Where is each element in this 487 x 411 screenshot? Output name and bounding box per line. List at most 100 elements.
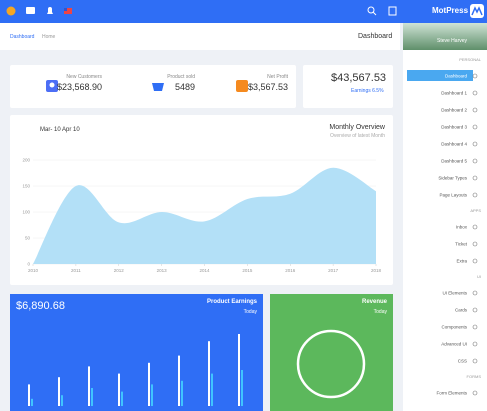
menu-icon [472,290,478,296]
menu-item[interactable]: Dashboard 4 [441,142,467,147]
top-bar: MotPress [0,0,487,23]
bar [58,377,60,406]
x-tick-label: 2018 [371,268,382,273]
user-banner: Steve Harvey [403,23,487,50]
earnings-value: $43,567.53 [331,72,387,84]
section-title: UI [477,274,481,279]
section-title: APPS [470,208,481,213]
menu-item[interactable]: Cards [455,308,468,313]
menu-icon [472,141,478,147]
bar [208,341,210,406]
y-tick-label: 0 [27,262,30,267]
menu-item[interactable]: Dashboard 3 [441,125,467,130]
breadcrumb-bar: Dashboard Home Dashboard [0,23,400,50]
area [33,167,376,264]
menu-item[interactable]: Inbox [456,225,468,230]
menu-item[interactable]: CSS [458,359,467,364]
menu-item[interactable]: Dashboard 2 [441,108,467,113]
stat-label: Product sold [167,74,195,80]
top-icons [6,4,484,18]
menu-item[interactable]: Dashboard 5 [441,159,467,164]
stat-value: $23,568.90 [56,82,102,92]
menu-item[interactable]: Form Elements [436,391,467,396]
x-tick-label: 2013 [157,268,168,273]
bar [238,334,240,406]
menu-icon [472,307,478,313]
active-item-bg [407,70,473,81]
bar [31,398,33,406]
bar [118,373,120,406]
menu-item[interactable]: Dashboard [445,74,468,79]
y-tick-label: 200 [22,158,30,163]
date-range[interactable]: Mar- 10 Apr 10 [40,127,80,133]
sidebar-menu: PERSONAL Dashboard Dashboard 1 Dashboard 2 D… [407,57,482,396]
menu-icon [472,158,478,164]
revenue-ring [296,329,366,399]
bar [61,395,63,406]
menu-icon [472,258,478,264]
bar [211,373,213,406]
section-title: PERSONAL [459,57,482,62]
x-tick-label: 2016 [285,268,296,273]
overview-subtitle: Overview of latest Month [329,133,385,139]
bar [148,362,150,406]
menu-icon [472,341,478,347]
bar [241,370,243,406]
menu-item[interactable]: UI Elements [442,291,467,296]
menu-item[interactable]: Dashboard 1 [441,91,467,96]
earnings-card: $43,567.53 Earnings 6.5% [303,65,393,108]
breadcrumb-link[interactable]: Dashboard [10,34,35,40]
menu-item[interactable]: Sidebar Types [438,176,467,181]
x-tick-label: 2012 [114,268,125,273]
menu-icon [472,390,478,396]
revenue-card: Revenue Today [270,294,393,411]
earnings-note: Earnings 6.5% [351,88,384,94]
bar [91,388,93,406]
menu-item[interactable]: Advanced UI [441,342,467,347]
bar [151,384,153,406]
menu-item[interactable]: Ticket [455,242,468,247]
stat-value: $3,567.53 [247,82,288,92]
bar [121,391,123,406]
bar [178,355,180,406]
menu-item[interactable]: Extra [456,259,467,264]
bar [181,380,183,406]
x-tick-label: 2017 [328,268,339,273]
product-earnings-value: $6,890.68 [16,300,65,312]
menu-icon [472,358,478,364]
revenue-title: Revenue [361,299,387,305]
menu-icon [472,73,478,79]
product-earnings-card: $6,890.68 Product Earnings Today [10,294,263,411]
overview-title: Monthly Overview [329,124,385,131]
menu-item[interactable]: Components [441,325,467,330]
overview-card: Mar- 10 Apr 10 Monthly Overview Overview… [10,115,393,285]
menu-icon [472,241,478,247]
page-title: Dashboard [358,33,393,40]
x-tick-label: 2015 [242,268,253,273]
product-earnings-period: Today [243,309,257,315]
area-chart: 0 50 100 150 200 2010 2011 2012 2013 2014 2015 2016… [22,158,382,274]
section-title: FORMS [467,374,482,379]
revenue-period: Today [373,309,387,315]
stat-label: New Customers [66,74,102,80]
y-tick-label: 100 [22,210,30,215]
sidebar: Steve Harvey PERSONAL Dashboard Dashboard … [403,23,487,411]
menu-icon [472,124,478,130]
stats-card: New Customers $23,568.90 Product sold 54… [10,65,296,108]
menu-icon [472,324,478,330]
menu-icon [472,175,478,181]
user-name[interactable]: Steve Harvey [437,38,468,44]
brand: MotPress [432,6,469,15]
x-tick-label: 2011 [71,268,81,273]
bar [28,384,30,406]
x-tick-label: 2010 [28,268,39,273]
menu-icon [472,192,478,198]
y-tick-label: 150 [22,184,30,189]
menu-icon [472,107,478,113]
stat-label: Net Profit [267,74,288,80]
stats-icons [46,80,248,92]
product-earnings-title: Product Earnings [206,299,257,305]
breadcrumb-current: Home [42,34,56,40]
menu-item[interactable]: Page Layouts [439,193,467,198]
bar-chart [28,334,243,406]
